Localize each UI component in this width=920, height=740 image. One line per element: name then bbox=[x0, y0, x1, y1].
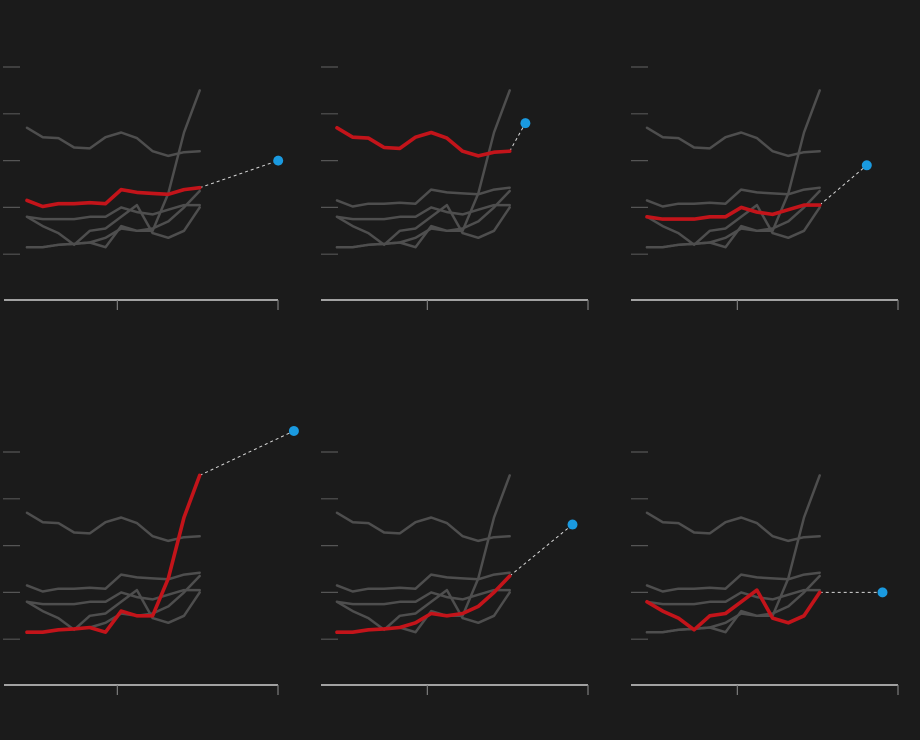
series-line-1 bbox=[645, 126, 821, 158]
series-line-1 bbox=[25, 511, 201, 543]
series-line-4 bbox=[335, 571, 511, 593]
panel-5 bbox=[321, 451, 589, 695]
series-line-4 bbox=[335, 186, 511, 208]
projection-point bbox=[567, 519, 578, 530]
panel-2 bbox=[321, 66, 589, 310]
series-line-3 bbox=[335, 588, 511, 606]
series-line-4 bbox=[645, 186, 821, 208]
highlight-series-line bbox=[645, 203, 822, 221]
projection-point bbox=[520, 118, 531, 129]
series-line-1 bbox=[25, 126, 201, 158]
projection-line bbox=[509, 524, 573, 577]
projection-point bbox=[861, 160, 872, 171]
highlight-series-line bbox=[25, 473, 202, 635]
projection-line bbox=[199, 160, 279, 189]
series-line-2 bbox=[335, 588, 511, 632]
panel-3 bbox=[631, 66, 899, 310]
highlight-series-line bbox=[335, 126, 512, 158]
projection-point bbox=[877, 587, 888, 598]
series-line-4 bbox=[645, 571, 821, 593]
series-line-2 bbox=[25, 203, 201, 247]
panel-4 bbox=[3, 425, 299, 695]
highlight-series-line bbox=[335, 574, 512, 635]
projection-line bbox=[199, 430, 295, 476]
series-line-2 bbox=[335, 203, 511, 247]
series-line-3 bbox=[645, 588, 821, 606]
series-line-2 bbox=[645, 203, 821, 247]
series-line-6 bbox=[645, 474, 821, 634]
series-line-4 bbox=[25, 571, 201, 593]
highlight-series-line bbox=[25, 185, 202, 209]
projection-line bbox=[509, 122, 526, 152]
series-line-6 bbox=[645, 89, 821, 249]
series-line-6 bbox=[335, 89, 511, 249]
panel-6 bbox=[631, 451, 899, 695]
projection-line bbox=[819, 164, 868, 206]
series-line-6 bbox=[25, 89, 201, 249]
series-line-1 bbox=[335, 511, 511, 543]
series-line-3 bbox=[335, 203, 511, 221]
projection-point bbox=[273, 155, 284, 166]
series-line-3 bbox=[25, 203, 201, 221]
series-line-3 bbox=[25, 588, 201, 606]
series-line-1 bbox=[645, 511, 821, 543]
panel-1 bbox=[3, 66, 284, 310]
highlight-series-line bbox=[645, 588, 822, 632]
projection-point bbox=[288, 425, 299, 436]
series-line-2 bbox=[25, 588, 201, 632]
